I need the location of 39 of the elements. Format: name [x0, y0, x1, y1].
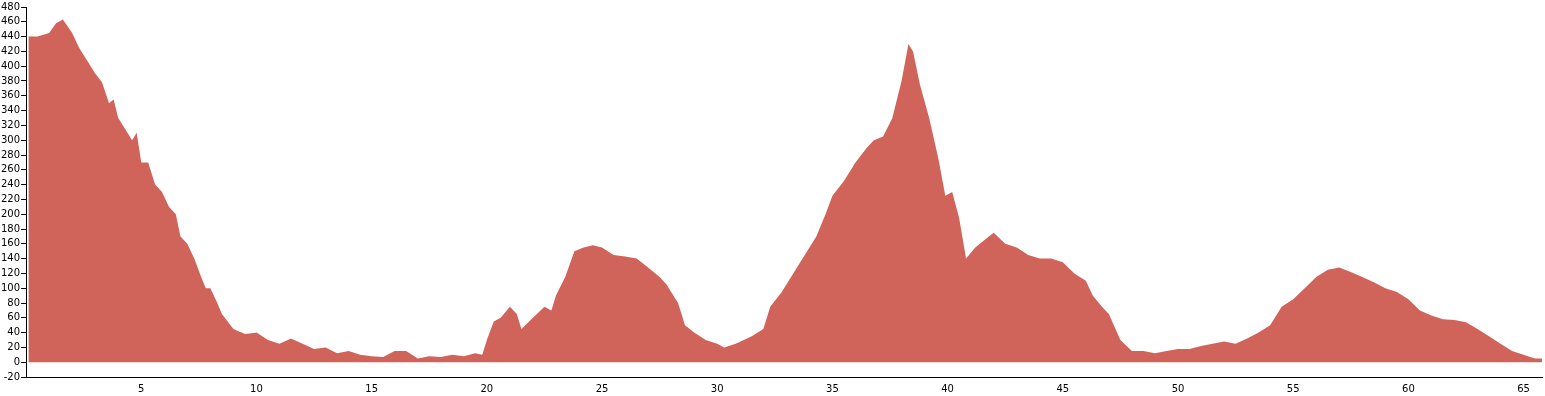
- y-tick-label: 480: [0, 0, 21, 12]
- y-tick-label: 100: [0, 281, 21, 293]
- y-tick-label: 180: [0, 222, 21, 234]
- y-tick-label: 0: [13, 355, 21, 367]
- y-tick-label: 300: [0, 133, 21, 145]
- x-tick-label: 35: [826, 382, 839, 394]
- y-tick-label: 420: [0, 44, 21, 56]
- x-tick-label: 40: [941, 382, 954, 394]
- x-tick-label: 25: [595, 382, 609, 394]
- x-tick-label: 5: [138, 382, 145, 394]
- x-tick-label: 15: [365, 382, 379, 394]
- x-tick-label: 45: [1056, 382, 1070, 394]
- y-tick-label: 20: [7, 340, 21, 352]
- y-tick-label: 160: [0, 237, 21, 249]
- y-tick-label: 320: [0, 118, 21, 130]
- y-tick-label: 460: [0, 15, 21, 27]
- x-tick-label: 60: [1402, 382, 1415, 394]
- y-tick-label: 380: [0, 74, 21, 86]
- y-tick-label: 140: [0, 252, 21, 264]
- y-tick-label: 280: [0, 148, 21, 160]
- y-tick-label: 240: [0, 178, 21, 190]
- y-tick-label: -20: [3, 370, 21, 382]
- y-tick-label: 400: [0, 59, 21, 71]
- y-tick-label: 80: [7, 296, 21, 308]
- x-tick-label: 55: [1286, 382, 1300, 394]
- x-tick-label: 20: [480, 382, 494, 394]
- y-tick-label: 220: [0, 192, 21, 204]
- y-tick-label: 360: [0, 89, 21, 101]
- y-tick-label: 200: [0, 207, 21, 219]
- x-tick-label: 50: [1171, 382, 1185, 394]
- y-tick-label: 120: [0, 266, 21, 278]
- y-tick-label: 440: [0, 30, 21, 42]
- x-tick-label: 65: [1517, 382, 1530, 394]
- x-tick-label: 10: [250, 382, 263, 394]
- y-tick-label: 60: [7, 311, 21, 323]
- y-tick-label: 260: [0, 163, 21, 175]
- x-tick-label: 30: [710, 382, 724, 394]
- y-tick-label: 40: [7, 326, 21, 338]
- y-tick-label: 340: [0, 104, 21, 116]
